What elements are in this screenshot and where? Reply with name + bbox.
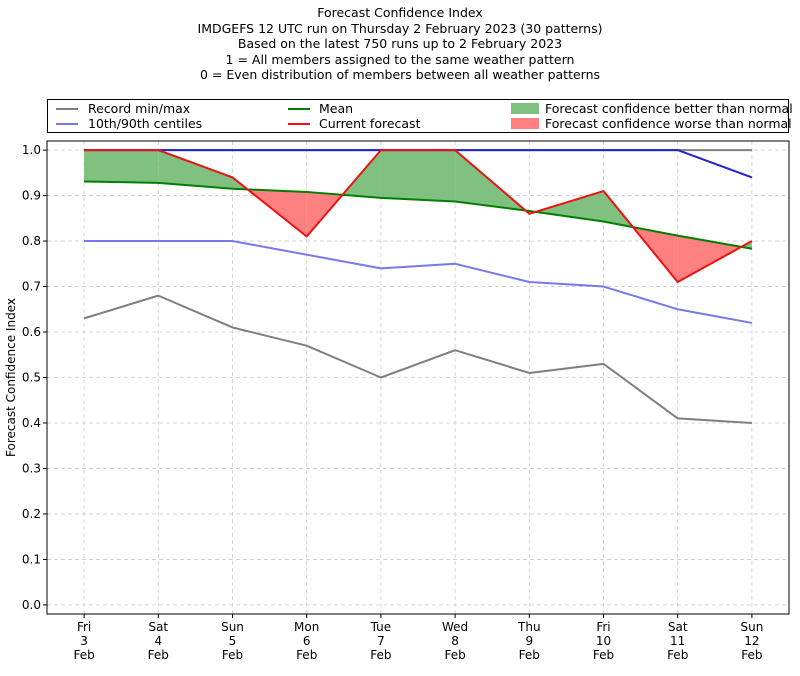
legend-better: Forecast confidence better than normal: [511, 101, 793, 117]
chart-subtitle-based: Based on the latest 750 runs up to 2 Feb…: [237, 36, 563, 51]
y-tick-label: 0.7: [22, 280, 41, 294]
series-line-10th-centile: [84, 240, 753, 324]
x-tick-label: Feb: [519, 648, 540, 662]
y-tick-label: 0.1: [22, 552, 41, 566]
legend-centiles-label: 10th/90th centiles: [88, 116, 203, 131]
y-tick-label: 0.3: [22, 461, 41, 475]
legend-record-label: Record min/max: [88, 101, 191, 116]
legend-worse: Forecast confidence worse than normal: [511, 116, 792, 132]
x-tick-label: Wed: [442, 620, 468, 634]
x-tick-label: 12: [744, 634, 759, 648]
chart-subtitle-run: IMDGEFS 12 UTC run on Thursday 2 Februar…: [197, 20, 603, 36]
x-tick-label: Fri: [77, 620, 91, 634]
legend-current-swatch: [288, 123, 310, 125]
x-tick-label: Feb: [667, 648, 688, 662]
x-tick-label: 6: [303, 634, 311, 648]
x-tick-label: Fri: [596, 620, 610, 634]
legend-better-swatch: [511, 103, 539, 114]
x-tick-label: Feb: [296, 648, 317, 662]
series-line-mean: [84, 180, 753, 250]
legend-centiles: 10th/90th centiles: [56, 116, 276, 132]
y-tick-label: 0.5: [22, 371, 41, 385]
legend-mean-label: Mean: [319, 101, 354, 116]
y-tick-label: 0.8: [22, 234, 41, 248]
legend-current-label: Current forecast: [319, 116, 421, 131]
x-tick-label: Feb: [148, 648, 169, 662]
x-tick-label: 8: [451, 634, 459, 648]
legend-current: Current forecast: [288, 116, 488, 132]
fill-worse-than-normal: [677, 235, 742, 282]
legend-better-label: Forecast confidence better than normal: [545, 101, 793, 116]
legend-mean-swatch: [288, 108, 310, 110]
fill-better-than-normal: [84, 150, 159, 183]
chart-subtitle-one: 1 = All members assigned to the same wea…: [225, 51, 575, 67]
y-tick-label: 0.0: [22, 598, 41, 612]
y-tick-label: 0.9: [22, 189, 41, 203]
x-tick-label: Feb: [370, 648, 391, 662]
x-tick-label: Feb: [444, 648, 465, 662]
legend-centiles-swatch: [56, 123, 78, 125]
x-tick-label: 5: [229, 634, 237, 648]
legend-worse-label: Forecast confidence worse than normal: [545, 116, 792, 131]
x-tick-label: 11: [670, 634, 685, 648]
x-tick-label: Tue: [370, 620, 392, 634]
x-tick-label: Sat: [668, 620, 688, 634]
x-tick-label: 9: [525, 634, 533, 648]
y-tick-label: 0.4: [22, 416, 41, 430]
x-tick-label: Feb: [741, 648, 762, 662]
x-tick-label: Mon: [294, 620, 319, 634]
legend-mean: Mean: [288, 101, 488, 117]
y-tick-label: 1.0: [22, 143, 41, 157]
series-line-current-forecast: [84, 149, 753, 283]
fill-better-than-normal: [380, 150, 456, 202]
y-tick-label: 0.6: [22, 325, 41, 339]
legend-worse-swatch: [511, 118, 539, 129]
x-tick-label: Sun: [221, 620, 244, 634]
chart-title-block: Forecast Confidence Index IMDGEFS 12 UTC…: [0, 5, 800, 83]
x-tick-label: 10: [596, 634, 611, 648]
y-axis-label: Forecast Confidence Index: [4, 298, 18, 457]
x-tick-label: Sun: [740, 620, 763, 634]
series-line-record-min: [83, 294, 752, 424]
x-tick-label: Sat: [148, 620, 168, 634]
legend-record-swatch: [56, 108, 78, 110]
fill-better-than-normal: [158, 150, 233, 189]
x-tick-label: 4: [154, 634, 162, 648]
chart-legend: Record min/max 10th/90th centiles Mean C…: [47, 99, 793, 133]
x-tick-label: Feb: [222, 648, 243, 662]
x-tick-label: Feb: [73, 648, 94, 662]
x-tick-label: Thu: [517, 620, 541, 634]
legend-record: Record min/max: [56, 101, 276, 117]
chart-title: Forecast Confidence Index: [317, 5, 483, 20]
x-tick-label: 3: [80, 634, 88, 648]
x-tick-label: Feb: [593, 648, 614, 662]
x-tick-label: 7: [377, 634, 385, 648]
chart-subtitle-zero: 0 = Even distribution of members between…: [199, 67, 601, 82]
y-tick-label: 0.2: [22, 507, 41, 521]
